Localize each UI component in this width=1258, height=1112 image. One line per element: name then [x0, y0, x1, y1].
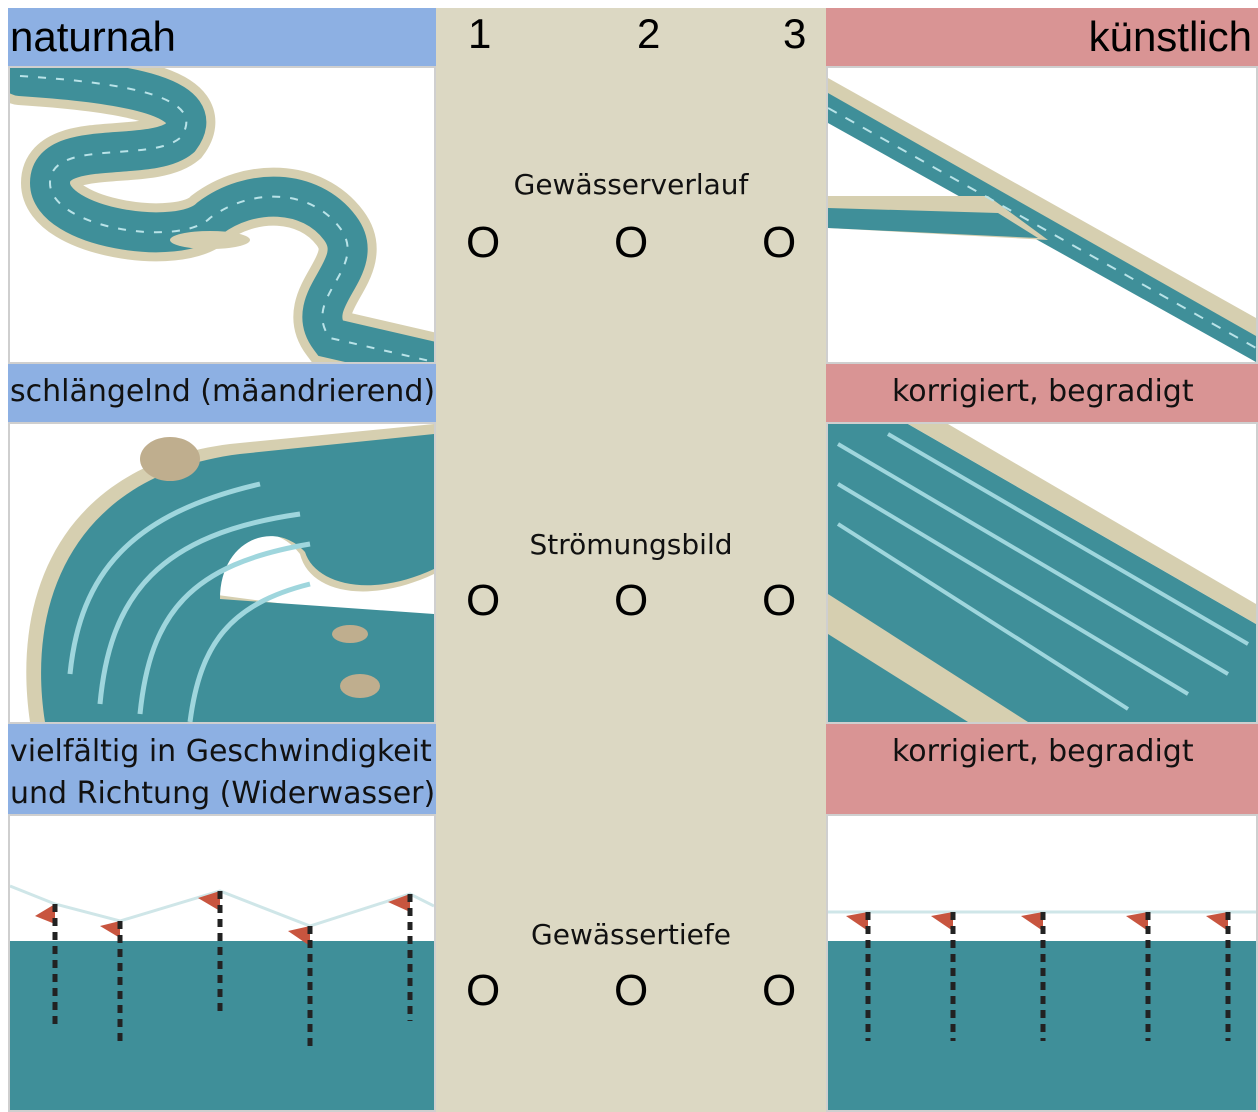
option-watercourse-3[interactable]: O	[762, 218, 797, 267]
scale-2: 2	[637, 10, 661, 57]
option-depth-1[interactable]: O	[466, 966, 501, 1015]
straight-canal-image	[826, 66, 1258, 364]
option-watercourse-1[interactable]: O	[466, 218, 501, 267]
option-flow-3[interactable]: O	[762, 576, 797, 625]
natural-flow-image	[8, 422, 436, 724]
variable-depth-image	[8, 814, 436, 1112]
option-flow-1[interactable]: O	[466, 576, 501, 625]
artificial-header: künstlich	[826, 8, 1258, 66]
uniform-flow-image	[826, 422, 1258, 724]
criterion-watercourse: Gewässerverlauf	[513, 168, 749, 201]
uniform-depth-image	[826, 814, 1258, 1112]
scale-1: 1	[468, 10, 492, 57]
artificial-caption-2: korrigiert, begradigt	[826, 724, 1258, 814]
option-depth-2[interactable]: O	[614, 966, 649, 1015]
artificial-caption-2-text: korrigiert, begradigt	[892, 734, 1194, 769]
natural-caption-2: vielfältig in Geschwindigkeit und Richtu…	[8, 724, 436, 814]
option-flow-2[interactable]: O	[614, 576, 649, 625]
natural-header: naturnah	[8, 8, 436, 66]
option-depth-3[interactable]: O	[762, 966, 797, 1015]
artificial-caption-1: korrigiert, begradigt	[826, 364, 1258, 422]
scale-3: 3	[783, 10, 807, 57]
natural-header-label: naturnah	[10, 13, 176, 60]
natural-caption-2-line2: und Richtung (Widerwasser)	[10, 776, 436, 811]
artificial-header-label: künstlich	[1088, 13, 1252, 60]
natural-caption-1: schlängelnd (mäandrierend)	[8, 364, 436, 422]
artificial-caption-1-text: korrigiert, begradigt	[892, 374, 1194, 409]
option-watercourse-2[interactable]: O	[614, 218, 649, 267]
natural-caption-2-line1: vielfältig in Geschwindigkeit	[10, 734, 432, 769]
natural-caption-1-text: schlängelnd (mäandrierend)	[10, 374, 436, 409]
criterion-flow-pattern: Strömungsbild	[529, 528, 733, 561]
rating-column	[436, 8, 826, 1112]
meandering-river-image	[8, 66, 436, 364]
criterion-depth: Gewässertiefe	[531, 918, 731, 951]
